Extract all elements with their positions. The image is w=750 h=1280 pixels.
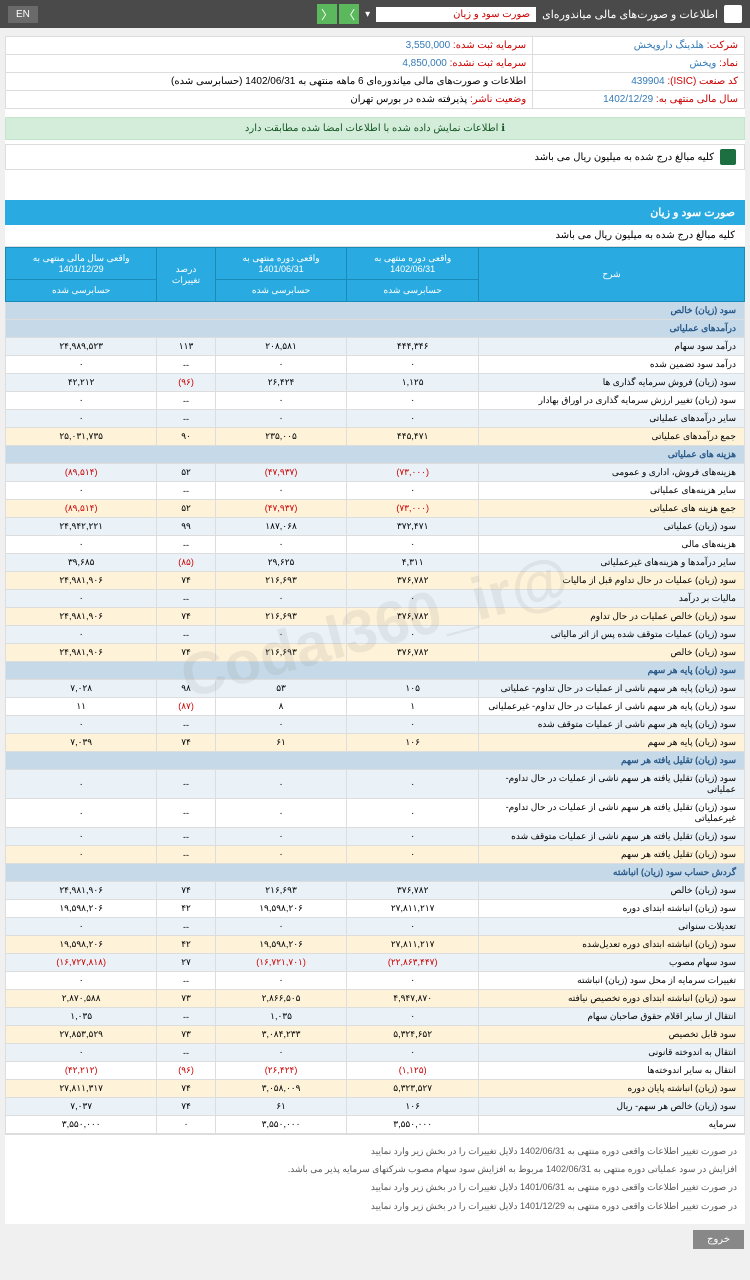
excel-icon[interactable] (720, 149, 736, 165)
app-icon (724, 5, 742, 23)
th-col1: واقعی دوره منتهی به 1402/06/31 (347, 248, 479, 280)
page-title: اطلاعات و صورت‌های مالی میاندوره‌ای (542, 8, 718, 21)
th-col1-sub: حسابرسی شده (347, 280, 479, 302)
section-sub: کلیه مبالغ درج شده به میلیون ریال می باش… (5, 225, 745, 247)
th-col3: درصد تغییرات (157, 248, 215, 302)
data-table: شرح واقعی دوره منتهی به 1402/06/31 واقعی… (5, 247, 745, 1134)
company-value: هلدینگ داروپخش (634, 40, 704, 51)
year-value: 1402/12/29 (603, 94, 653, 105)
footer-notes: در صورت تغییر اطلاعات واقعی دوره منتهی ب… (5, 1134, 745, 1224)
topbar: اطلاعات و صورت‌های مالی میاندوره‌ای صورت… (0, 0, 750, 28)
capital-label: سرمایه ثبت شده: (453, 40, 526, 51)
report-label: اطلاعات و صورت‌های مالی میاندوره‌ای 6 ما… (171, 76, 526, 87)
isic-value: 439904 (631, 76, 664, 87)
capital-value: 3,550,000 (406, 40, 451, 51)
lang-toggle[interactable]: EN (8, 6, 38, 23)
th-col4: واقعی سال مالی منتهی به 1401/12/29 (6, 248, 157, 280)
nav-prev[interactable]: 〉 (339, 4, 359, 24)
status-label: وضعیت ناشر: (470, 94, 526, 105)
isic-label: کد صنعت (ISIC): (667, 76, 738, 87)
symbol-value: وپخش (690, 58, 717, 69)
report-dropdown[interactable]: صورت سود و زیان (376, 7, 536, 22)
status-value: پذیرفته شده در بورس تهران (350, 94, 467, 105)
capunreg-label: سرمایه ثبت نشده: (450, 58, 527, 69)
nav-next[interactable]: 〈 (317, 4, 337, 24)
exit-button[interactable]: خروج (693, 1230, 744, 1249)
info-table: شرکت: هلدینگ داروپخش سرمایه ثبت شده: 3,5… (5, 36, 745, 109)
th-col2-sub: حسابرسی شده (215, 280, 347, 302)
note-bar: کلیه مبالغ درج شده به میلیون ریال می باش… (5, 144, 745, 170)
company-label: شرکت: (707, 40, 738, 51)
capunreg-value: 4,850,000 (402, 58, 447, 69)
th-col2: واقعی دوره منتهی به 1401/06/31 (215, 248, 347, 280)
th-desc: شرح (478, 248, 744, 302)
section-title: صورت سود و زیان (5, 200, 745, 225)
year-label: سال مالی منتهی به: (656, 94, 738, 105)
symbol-label: نماد: (719, 58, 738, 69)
th-col4-sub: حسابرسی شده (6, 280, 157, 302)
confirmation-bar: ℹ اطلاعات نمایش داده شده با اطلاعات امضا… (5, 117, 745, 140)
